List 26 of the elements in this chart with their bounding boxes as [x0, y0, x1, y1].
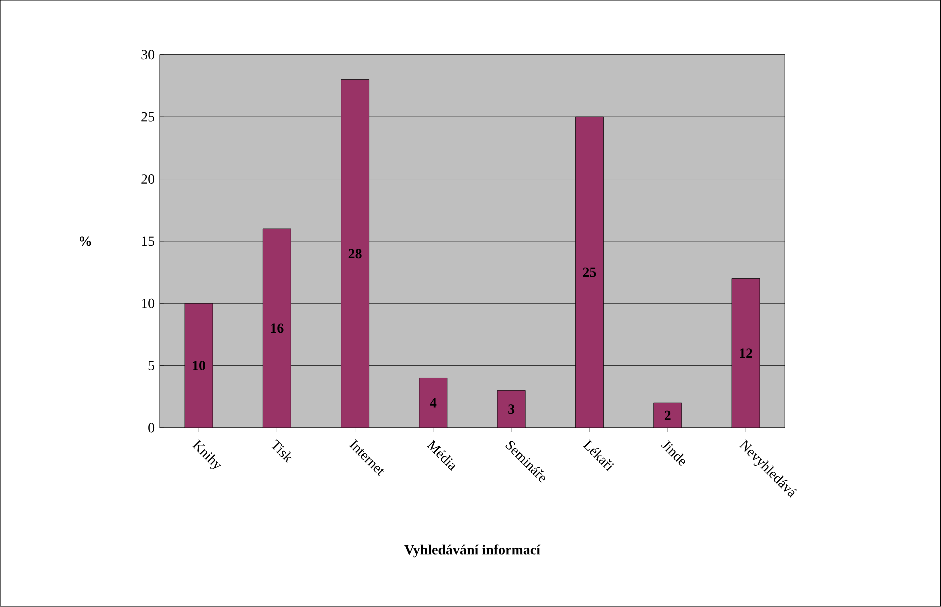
data-label: 16: [271, 324, 284, 334]
data-label: 12: [740, 348, 752, 358]
y-tick-label: 5: [148, 361, 155, 370]
bar: [497, 390, 526, 428]
data-label: 3: [508, 404, 515, 414]
y-axis-title: %: [80, 236, 92, 246]
bar: [184, 303, 214, 428]
x-axis-title: Vyhledávání informací: [404, 544, 541, 558]
data-label: 25: [583, 268, 596, 278]
bar: [576, 116, 604, 428]
data-label: 28: [348, 249, 362, 259]
bar: [732, 278, 760, 428]
y-tick-label: 0: [148, 423, 155, 433]
y-tick-label: 10: [142, 298, 155, 308]
bar: [341, 80, 370, 428]
y-tick-label: 15: [142, 236, 155, 246]
data-label: 2: [664, 410, 671, 420]
bar: [654, 402, 682, 428]
data-label: 10: [193, 361, 206, 371]
y-tick-label: 30: [142, 50, 155, 60]
bar: [419, 378, 448, 428]
y-tick-label: 20: [142, 174, 155, 184]
x-tick-label: Tisk: [272, 440, 292, 464]
bar: [262, 228, 292, 428]
data-label: 4: [430, 398, 437, 408]
y-tick-label: 25: [142, 112, 155, 122]
